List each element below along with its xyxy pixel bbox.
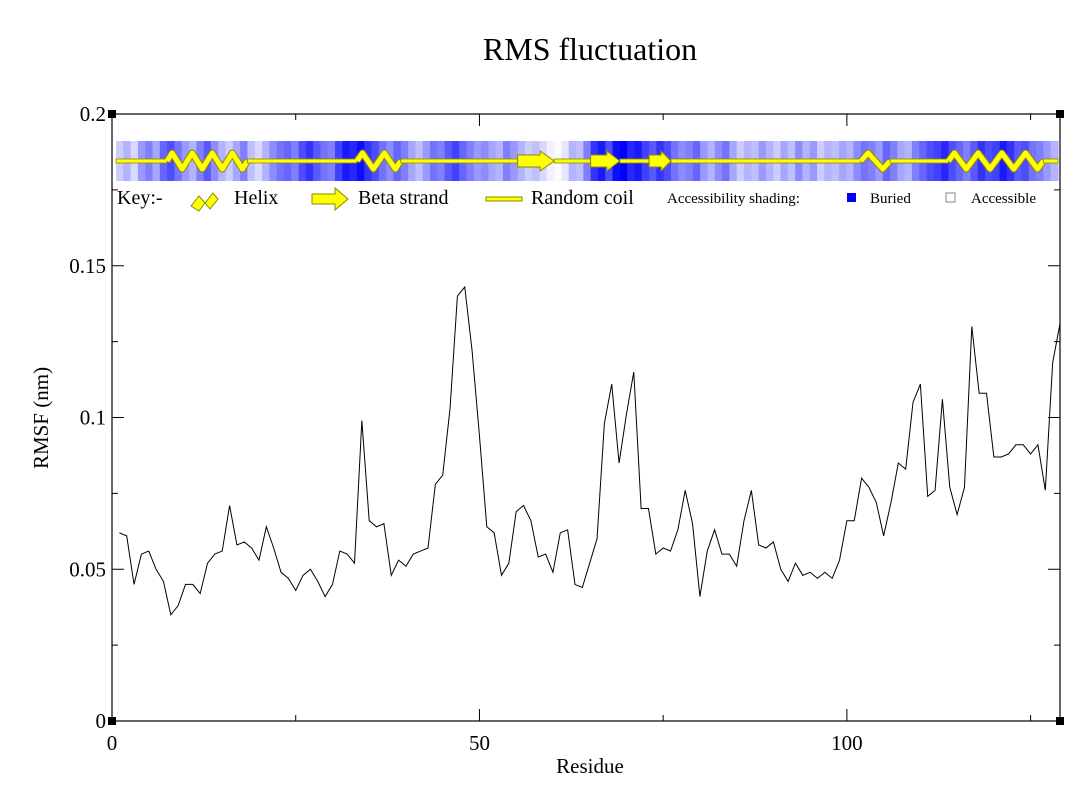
accessibility-cell [963, 141, 971, 181]
coil-segment [115, 158, 168, 164]
accessibility-cell [189, 141, 197, 181]
helix-segment [946, 150, 1046, 172]
x-axis-label: Residue [556, 754, 624, 778]
frame-corner-handle [1056, 110, 1064, 118]
rmsf-series-line [119, 285, 1061, 616]
buried-swatch-icon [847, 193, 856, 202]
accessibility-cell [218, 141, 227, 181]
helix-segment [164, 150, 250, 172]
helix-key-icon [190, 192, 219, 212]
strand-segment [517, 150, 555, 172]
y-tick-label: 0 [96, 709, 107, 733]
helix-segment [354, 150, 403, 172]
coil-segment [889, 158, 949, 164]
key-accessible-label: Accessible [971, 191, 1036, 207]
axis-tick-labels: 0 50 100 0 0.05 0.1 0.15 0.2 [69, 102, 862, 755]
key-buried-label: Buried [870, 191, 911, 207]
accessibility-cell [1021, 141, 1030, 181]
secondary-structure-strip [115, 141, 1059, 181]
strand-key-icon [311, 186, 349, 212]
structure-key: Key:- Helix Beta strand Random coil Acce… [117, 186, 1036, 212]
coil-segment [619, 158, 650, 164]
key-strand-label: Beta strand [358, 187, 449, 209]
key-helix-label: Helix [234, 187, 278, 209]
y-axis-label: RMSF (nm) [29, 367, 53, 469]
plot-frame [111, 113, 1061, 722]
y-tick-label: 0.15 [69, 254, 106, 278]
helix-segment [858, 150, 892, 172]
key-coil-label: Random coil [531, 187, 634, 209]
y-tick-label: 0.2 [80, 102, 106, 126]
accessibility-cell [984, 141, 993, 181]
x-tick-label: 50 [469, 731, 490, 755]
strand-segment [590, 149, 621, 173]
coil-segment [553, 158, 592, 164]
x-tick-label: 100 [831, 731, 863, 755]
y-tick-label: 0.05 [69, 557, 106, 581]
accessible-swatch-icon [945, 192, 956, 203]
x-tick-label: 0 [107, 731, 118, 755]
key-label: Key:- [117, 187, 163, 209]
coil-segment [670, 158, 862, 164]
coil-segment [247, 158, 358, 164]
key-shading-label: Accessibility shading: [667, 191, 800, 207]
coil-key-icon [485, 196, 523, 202]
frame-corner-handle [108, 110, 116, 118]
frame-corner-handle [1056, 717, 1064, 725]
coil-segment [400, 158, 519, 164]
frame-corner-handle [108, 717, 116, 725]
y-tick-label: 0.1 [80, 406, 106, 430]
chart-title: RMS fluctuation [483, 31, 697, 67]
coil-segment [1042, 158, 1059, 164]
strand-segment [648, 149, 672, 173]
